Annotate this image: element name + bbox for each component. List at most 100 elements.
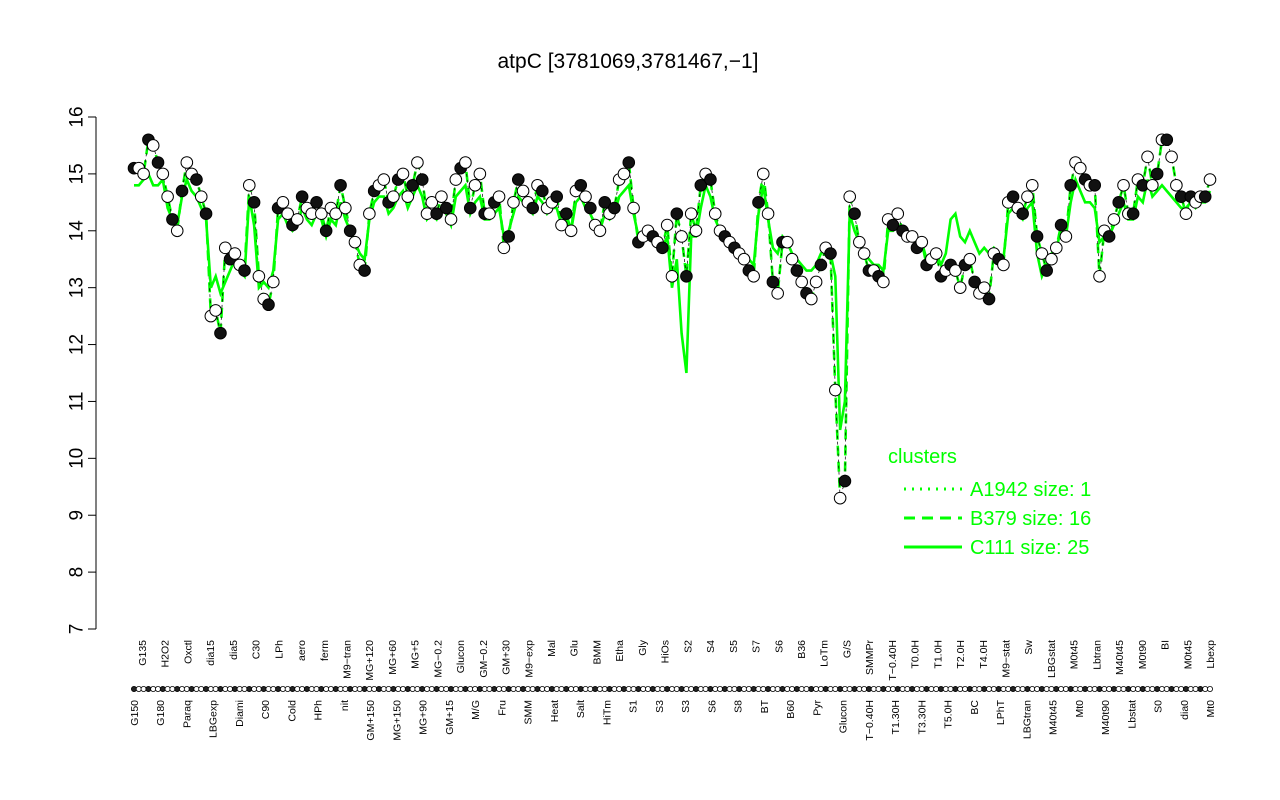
data-point [502, 230, 515, 243]
data-point [752, 196, 765, 209]
data-point [1035, 247, 1049, 260]
data-point [1198, 190, 1212, 203]
data-point [968, 275, 981, 289]
x-category-label: S5 [728, 640, 740, 653]
x-category-label: Fru [496, 700, 508, 716]
y-tick-label: 15 [67, 163, 88, 184]
series-line-dashed [134, 136, 1212, 499]
data-point [1117, 178, 1130, 192]
series-line-black [134, 138, 1211, 499]
legend-label: C111 size: 25 [970, 537, 1089, 559]
x-category-label: S2 [682, 640, 694, 653]
x-category-label: T5.0H [943, 700, 955, 729]
data-point [877, 275, 890, 289]
data-point [891, 207, 905, 221]
x-category-label: M/G [470, 700, 482, 720]
x-category-label: S6 [706, 700, 718, 713]
data-point [1141, 150, 1154, 164]
data-point [660, 218, 674, 232]
x-category-label: BI [1160, 640, 1172, 650]
x-category-label: Paraq [181, 700, 193, 728]
x-axis: G135 H2O2 Oxctl dia15 dia5 C30 LPh aero ferm M9−t… [129, 639, 1217, 740]
data-point [1059, 230, 1073, 243]
data-point [1074, 161, 1087, 175]
x-category-label: Diami [234, 700, 246, 727]
data-point [1021, 190, 1034, 203]
x-category-label: M40t45 [1048, 700, 1060, 735]
data-point [1102, 230, 1116, 243]
data-point [516, 184, 530, 198]
data-point [146, 139, 160, 152]
y-tick-label: 10 [67, 448, 88, 469]
x-category-label: G150 [129, 700, 141, 726]
y-tick-label: 8 [67, 567, 88, 578]
data-point [598, 196, 612, 209]
data-point [560, 207, 573, 221]
data-point [1025, 178, 1039, 192]
x-category-label: Lbstat [1126, 700, 1138, 729]
x-category-label: GM+15 [444, 700, 456, 735]
x-category-label: MG+150 [391, 700, 403, 741]
data-point [622, 156, 636, 169]
data-point [1179, 207, 1193, 221]
data-point [415, 173, 429, 186]
data-point [756, 167, 770, 181]
data-point [247, 196, 261, 209]
x-category-label: T2.0H [955, 640, 967, 669]
x-category-label: LPhT [995, 699, 1007, 725]
x-category-label: Mal [546, 640, 558, 657]
data-point [449, 173, 463, 186]
data-point [199, 207, 213, 221]
legend-label: A1942 size: 1 [970, 479, 1091, 501]
data-point [267, 275, 280, 289]
data-point [982, 292, 996, 306]
x-marker [1207, 686, 1214, 693]
x-category-label: BT [759, 699, 771, 713]
data-point [838, 474, 852, 488]
data-point [1107, 213, 1121, 226]
x-category-label: dia0 [1179, 700, 1191, 720]
x-category-label: Sw [1023, 640, 1035, 655]
data-point [1006, 190, 1020, 203]
x-category-label: H2O2 [160, 640, 172, 668]
x-category-label: HPh [313, 700, 325, 721]
x-category-label: Lbtran [1091, 640, 1103, 670]
x-category-label: SMMPr [864, 640, 876, 676]
data-point [555, 218, 568, 232]
data-point [387, 190, 400, 203]
data-point [166, 213, 179, 226]
data-point [238, 264, 251, 277]
x-category-label: Glu [569, 640, 581, 657]
y-tick-label: 16 [67, 106, 88, 127]
x-category-label: T−0.40H [864, 700, 876, 741]
data-point [377, 173, 391, 186]
data-point [1040, 264, 1053, 277]
x-category-label: aero [296, 640, 308, 661]
x-category-label: Mt0 [1205, 700, 1217, 718]
data-point [1045, 252, 1058, 266]
data-point [1093, 269, 1106, 283]
data-point [161, 190, 174, 203]
x-category-label: Glucon [455, 640, 467, 673]
x-category-label: M0t90 [1137, 640, 1149, 669]
data-point [1170, 178, 1183, 192]
data-point [1160, 133, 1174, 147]
data-point [536, 184, 549, 198]
data-point [228, 247, 242, 260]
x-category-label: C30 [251, 640, 263, 659]
x-category-label: LoTm [819, 640, 831, 667]
x-category-label: nit [339, 700, 351, 711]
data-point [684, 207, 698, 221]
data-point [180, 156, 194, 169]
data-point [329, 207, 343, 221]
data-point [704, 173, 717, 186]
x-category-label: M9−tran [342, 640, 354, 679]
data-point [411, 156, 424, 169]
data-point [1030, 230, 1044, 243]
data-point [468, 178, 482, 192]
data-point [276, 196, 290, 209]
data-point [737, 252, 751, 266]
y-tick-label: 9 [67, 510, 88, 521]
data-point [343, 224, 357, 238]
data-point [151, 156, 165, 169]
